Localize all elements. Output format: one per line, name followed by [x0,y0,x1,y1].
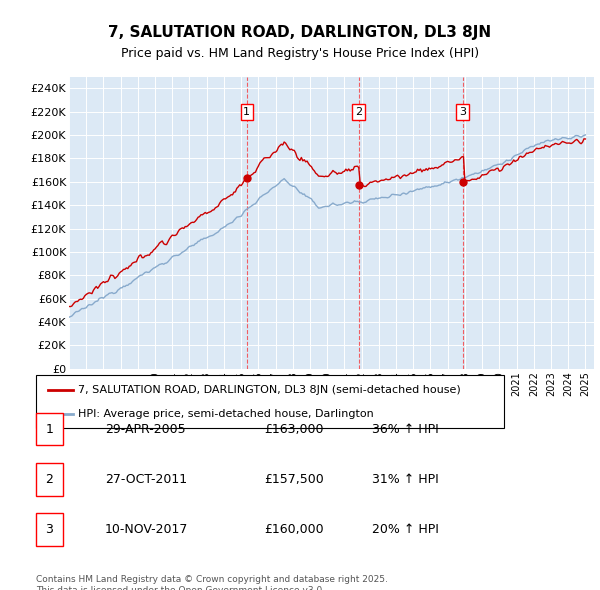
Text: HPI: Average price, semi-detached house, Darlington: HPI: Average price, semi-detached house,… [78,409,374,419]
Text: £160,000: £160,000 [264,523,323,536]
Text: 29-APR-2005: 29-APR-2005 [105,422,185,436]
Text: 7, SALUTATION ROAD, DARLINGTON, DL3 8JN: 7, SALUTATION ROAD, DARLINGTON, DL3 8JN [109,25,491,40]
Text: 10-NOV-2017: 10-NOV-2017 [105,523,188,536]
Text: 27-OCT-2011: 27-OCT-2011 [105,473,187,486]
Text: 31% ↑ HPI: 31% ↑ HPI [372,473,439,486]
Text: Price paid vs. HM Land Registry's House Price Index (HPI): Price paid vs. HM Land Registry's House … [121,47,479,60]
Text: £157,500: £157,500 [264,473,324,486]
Text: Contains HM Land Registry data © Crown copyright and database right 2025.
This d: Contains HM Land Registry data © Crown c… [36,575,388,590]
Text: 3: 3 [46,523,53,536]
Text: 2: 2 [46,473,53,486]
Text: 20% ↑ HPI: 20% ↑ HPI [372,523,439,536]
Text: 7, SALUTATION ROAD, DARLINGTON, DL3 8JN (semi-detached house): 7, SALUTATION ROAD, DARLINGTON, DL3 8JN … [78,385,461,395]
Text: 1: 1 [244,107,250,117]
Text: 2: 2 [355,107,362,117]
Text: 1: 1 [46,422,53,436]
Text: 36% ↑ HPI: 36% ↑ HPI [372,422,439,436]
Text: £163,000: £163,000 [264,422,323,436]
Text: 3: 3 [459,107,466,117]
FancyBboxPatch shape [36,375,504,428]
